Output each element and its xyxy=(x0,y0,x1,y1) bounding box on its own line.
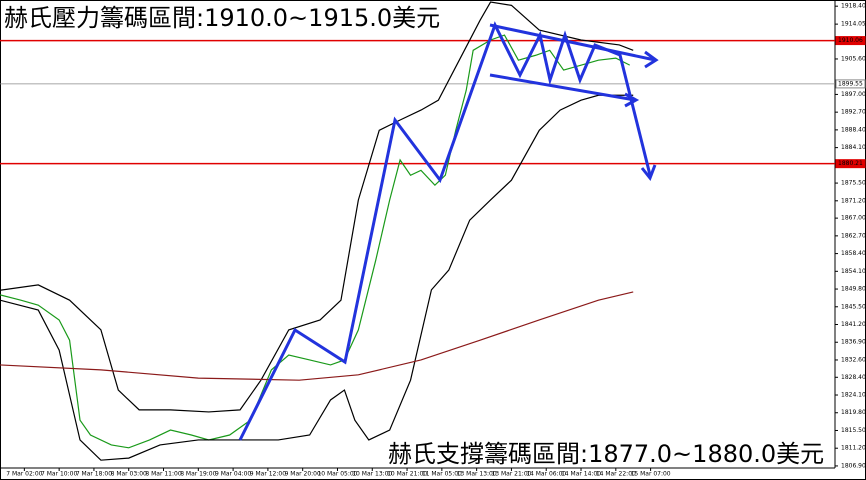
arrow-head xyxy=(624,92,640,108)
x-tick-label: 7 Mar 02:00 xyxy=(6,471,42,478)
y-tick-label: 1836.90 xyxy=(841,339,866,346)
series-line xyxy=(0,34,630,449)
series-line xyxy=(0,291,634,381)
y-tick-label: 1875.50 xyxy=(841,180,866,187)
y-tick-label: 1806.90 xyxy=(841,462,866,469)
x-tick-label: 14 Mar 22:00 xyxy=(596,471,636,478)
y-tick-label: 1892.70 xyxy=(841,109,866,116)
support-annotation: 赫氏支撐籌碼區間:1877.0~1880.0美元 xyxy=(388,440,824,468)
y-tick-label: 1897.00 xyxy=(841,91,866,98)
y-tick-label: 1905.60 xyxy=(841,55,866,62)
x-tick-label: 9 Mar 20:00 xyxy=(285,471,321,478)
arrow-head xyxy=(644,50,659,69)
level-label: 1910.06 xyxy=(838,37,863,44)
y-tick-label: 1854.10 xyxy=(841,268,866,275)
level-box xyxy=(835,36,866,46)
y-tick-label: 1918.40 xyxy=(841,3,866,10)
resistance-annotation: 赫氏壓力籌碼區間:1910.0~1915.0美元 xyxy=(4,4,440,32)
y-tick-label: 1815.50 xyxy=(841,427,866,434)
y-tick-label: 1845.50 xyxy=(841,303,866,310)
arrow-head xyxy=(640,164,657,181)
y-tick-label: 1858.40 xyxy=(841,250,866,257)
x-tick-label: 8 Mar 19:00 xyxy=(180,471,216,478)
series-line xyxy=(0,94,634,461)
y-tick-label: 1824.10 xyxy=(841,392,866,399)
x-tick-label: 14 Mar 06:00 xyxy=(526,471,566,478)
y-tick-label: 1819.80 xyxy=(841,409,866,416)
y-tick-label: 1849.80 xyxy=(841,286,866,293)
y-tick-label: 1884.10 xyxy=(841,144,866,151)
channel-top xyxy=(489,23,656,62)
level-box xyxy=(835,79,866,89)
x-tick-label: 11 Mar 05:00 xyxy=(422,471,462,478)
series-line xyxy=(0,1,634,413)
trend-arrows xyxy=(238,21,659,441)
x-tick-label: 10 Mar 05:00 xyxy=(317,471,357,478)
x-tick-label: 13 Mar 21:00 xyxy=(491,471,531,478)
x-tick-label: 14 Mar 14:00 xyxy=(561,471,601,478)
x-tick-label: 10 Mar 13:00 xyxy=(352,471,392,478)
level-label: 1899.55 xyxy=(838,80,863,87)
x-tick-label: 13 Mar 13:00 xyxy=(457,471,497,478)
x-tick-label: 8 Mar 11:00 xyxy=(145,471,181,478)
x-tick-label: 9 Mar 12:00 xyxy=(250,471,286,478)
y-tick-label: 1832.60 xyxy=(841,356,866,363)
y-tick-label: 1841.20 xyxy=(841,321,866,328)
x-tick-label: 15 Mar 07:00 xyxy=(631,471,671,478)
x-tick-label: 10 Mar 21:00 xyxy=(387,471,427,478)
y-tick-label: 1871.20 xyxy=(841,197,866,204)
wave-arrow xyxy=(238,21,652,441)
y-tick-label: 1888.40 xyxy=(841,126,866,133)
x-tick-label: 7 Mar 10:00 xyxy=(41,471,77,478)
y-tick-label: 1828.40 xyxy=(841,374,866,381)
x-tick-label: 7 Mar 18:00 xyxy=(76,471,112,478)
level-box xyxy=(835,159,866,169)
x-tick-label: 8 Mar 03:00 xyxy=(111,471,147,478)
y-tick-label: 1811.20 xyxy=(841,445,866,452)
x-tick-label: 9 Mar 04:00 xyxy=(215,471,251,478)
y-tick-label: 1862.70 xyxy=(841,232,866,239)
level-label: 1880.21 xyxy=(838,160,863,167)
y-tick-label: 1914.05 xyxy=(841,21,866,28)
y-tick-label: 1867.00 xyxy=(841,215,866,222)
channel-bottom xyxy=(489,73,636,102)
